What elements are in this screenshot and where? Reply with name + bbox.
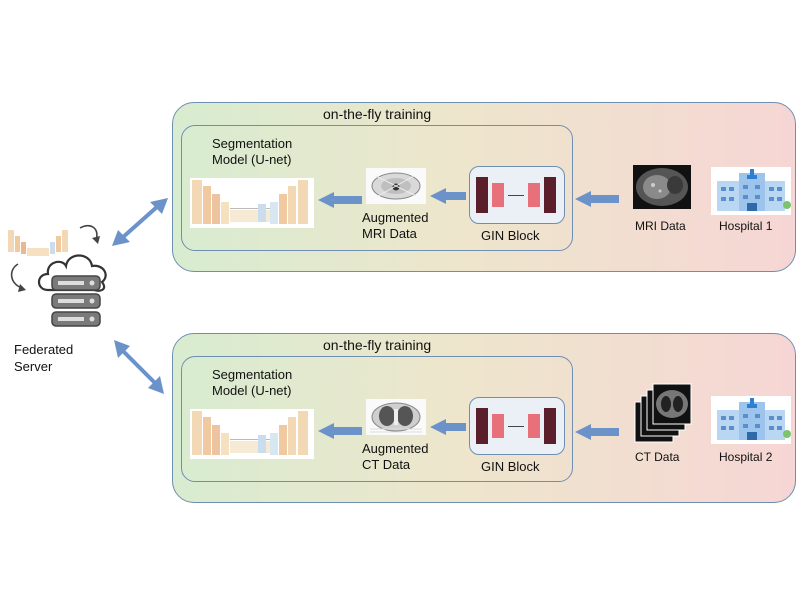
segmentation-model-label: Segmentation Model (U-net)	[212, 136, 292, 168]
pipeline-panel-hospital1: on-the-fly training Segmentation Model (…	[172, 102, 796, 272]
augmented-label-line1: Augmented	[362, 210, 429, 225]
augmented-label-line2: MRI Data	[362, 226, 417, 241]
training-box: Segmentation Model (U-net)	[181, 125, 573, 251]
model-input-arrow	[318, 192, 362, 208]
augmented-ct-image	[366, 399, 426, 435]
augmented-data-label: Augmented MRI Data	[362, 210, 429, 242]
augmented-mri-image	[366, 168, 426, 204]
data-to-gin-arrow	[575, 424, 619, 440]
server-unet-icon	[8, 230, 68, 256]
unet-icon	[190, 178, 314, 228]
gin-block-box	[469, 397, 565, 455]
panel-title: on-the-fly training	[323, 337, 432, 353]
gin-layer-light-right	[528, 183, 540, 207]
server-label-line2: Server	[14, 359, 53, 374]
model-label-line2: Model (U-net)	[212, 152, 292, 167]
ct-scan-icon	[634, 383, 692, 443]
gin-block-box	[469, 166, 565, 224]
mri-scan-icon	[633, 165, 691, 209]
training-box: Segmentation Model (U-net)	[181, 356, 573, 482]
server-label: Federated Server	[14, 341, 73, 375]
pipeline-panel-hospital2: on-the-fly training Segmentation Model (…	[172, 333, 796, 503]
gin-layer-dark-left	[476, 177, 488, 213]
model-input-arrow	[318, 423, 362, 439]
model-label-line1: Segmentation	[212, 367, 293, 382]
unet-icon	[190, 409, 314, 459]
hospital-label: Hospital 1	[719, 219, 773, 233]
hospital-icon	[711, 167, 791, 215]
gin-layer-light-left	[492, 183, 504, 207]
data-to-gin-arrow	[575, 191, 619, 207]
gin-block-label: GIN Block	[481, 459, 540, 474]
augmented-label-line2: CT Data	[362, 457, 411, 472]
server-rack-icon	[51, 275, 101, 327]
server-to-hospital2-arrow	[114, 340, 164, 394]
model-label-line2: Model (U-net)	[212, 383, 292, 398]
server-label-line1: Federated	[14, 342, 74, 357]
hospital-icon	[711, 396, 791, 444]
cycle-arrow-icon-2	[10, 263, 26, 292]
gin-connector	[508, 426, 524, 427]
segmentation-model-label: Segmentation Model (U-net)	[212, 367, 292, 399]
gin-block-label: GIN Block	[481, 228, 540, 243]
server-to-hospital1-arrow	[112, 198, 168, 246]
hospital-label: Hospital 2	[719, 450, 773, 464]
cycle-arrow-icon	[79, 224, 100, 244]
model-label-line1: Segmentation	[212, 136, 293, 151]
gin-layer-dark-right	[544, 408, 556, 444]
gin-layer-dark-right	[544, 177, 556, 213]
data-label: CT Data	[635, 450, 680, 464]
gin-layer-light-left	[492, 414, 504, 438]
gin-layer-light-right	[528, 414, 540, 438]
gin-to-augmented-arrow	[430, 188, 466, 204]
gin-layer-dark-left	[476, 408, 488, 444]
panel-title: on-the-fly training	[323, 106, 432, 122]
gin-connector	[508, 195, 524, 196]
augmented-data-label: Augmented CT Data	[362, 441, 429, 473]
gin-to-augmented-arrow	[430, 419, 466, 435]
data-label: MRI Data	[635, 219, 686, 233]
augmented-label-line1: Augmented	[362, 441, 429, 456]
